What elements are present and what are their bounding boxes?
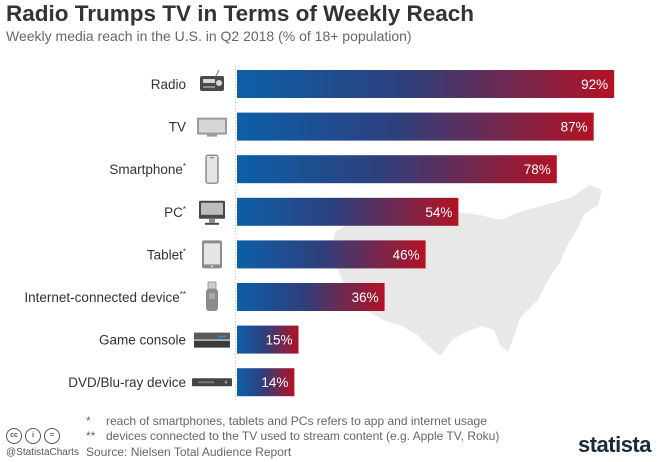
value-label: 36% (352, 290, 379, 305)
footnote-marker: * (183, 247, 186, 256)
footnote-1: * reach of smartphones, tablets and PCs r… (86, 414, 487, 428)
statista-logo: statista (577, 432, 652, 457)
category-label: Tablet* (147, 247, 186, 262)
tablet-icon (202, 240, 222, 269)
bar (237, 283, 385, 311)
no-derivatives-icon: = (44, 428, 60, 444)
bar-row: 92% Radio (151, 69, 615, 98)
chart-subtitle: Weekly media reach in the U.S. in Q2 201… (6, 28, 412, 44)
value-label: 92% (581, 77, 608, 92)
value-label: 54% (425, 205, 452, 220)
bar (237, 325, 299, 354)
dvd-player-icon (192, 378, 232, 387)
category-label: Radio (151, 77, 186, 92)
category-label: TV (169, 120, 186, 135)
category-label: Internet-connected device** (24, 290, 186, 305)
bar-row: 46% Tablet* (147, 240, 426, 269)
footnote-2: ** devices connected to the TV used to st… (86, 429, 499, 443)
category-label: PC* (164, 205, 186, 220)
bar (237, 240, 426, 269)
us-map-background (332, 185, 602, 356)
bar (237, 112, 594, 141)
twitter-handle: @StatistaCharts (6, 447, 79, 458)
bar-row: 36% Internet-connected device** (24, 281, 385, 311)
footnote-1-mark: * (86, 414, 91, 428)
footnote-1-text: reach of smartphones, tablets and PCs re… (106, 414, 487, 428)
value-label: 78% (524, 162, 551, 177)
tv-icon (197, 117, 227, 137)
category-label: DVD/Blu-ray device (68, 375, 186, 390)
bar-row: 54% PC* (164, 197, 459, 226)
game-console-icon (194, 332, 230, 348)
value-label: 14% (261, 375, 288, 390)
category-label: Smartphone* (109, 162, 186, 177)
footnote-2-text: devices connected to the TV used to stre… (106, 429, 500, 443)
source-note: Source: Nielsen Total Audience Report (86, 445, 292, 459)
pc-icon (199, 200, 225, 225)
cc-icon: cc (6, 428, 22, 444)
footnote-2-mark: ** (86, 429, 96, 443)
bar-row: 15% Game console (99, 325, 299, 354)
value-label: 46% (393, 247, 420, 262)
bar (237, 70, 615, 98)
license-icons: cc i = (6, 428, 60, 444)
bar-row: 78% Smartphone* (109, 154, 557, 184)
value-label: 15% (265, 333, 292, 348)
chart-title: Radio Trumps TV in Terms of Weekly Reach (6, 1, 475, 26)
bar (237, 197, 459, 226)
smartphone-icon (205, 154, 219, 184)
attribution-icon: i (25, 428, 41, 444)
value-label: 87% (561, 120, 588, 135)
footnote-marker: * (183, 205, 186, 214)
radio-icon (200, 69, 224, 91)
bar (237, 368, 295, 397)
usb-stick-icon (206, 281, 218, 311)
category-label: Game console (99, 333, 186, 348)
footnote-marker: ** (180, 290, 186, 299)
footnote-marker: * (183, 162, 186, 171)
bar-row: 14% DVD/Blu-ray device (68, 368, 295, 397)
bar (237, 155, 557, 184)
bar-row: 87% TV (169, 112, 594, 141)
